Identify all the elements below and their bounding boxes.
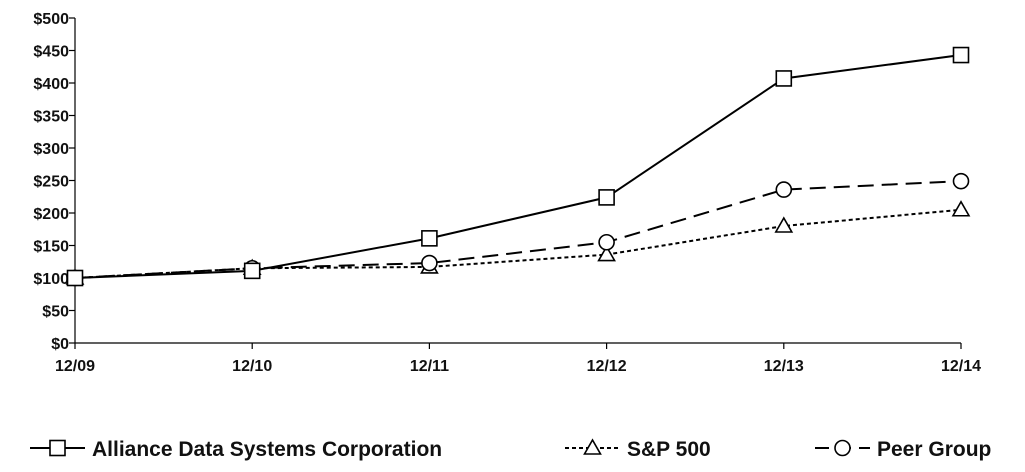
series-circle xyxy=(66,172,970,287)
data-point xyxy=(598,189,615,206)
data-point xyxy=(952,172,970,190)
y-tick-label: $150 xyxy=(33,239,69,256)
y-tick-label: $300 xyxy=(33,141,69,158)
series-layer xyxy=(65,46,971,287)
y-tick-label: $400 xyxy=(33,76,69,93)
y-tick-label: $450 xyxy=(33,44,69,61)
y-tick-label: $250 xyxy=(33,174,69,191)
legend-marker xyxy=(834,439,851,457)
data-point xyxy=(66,269,84,287)
series-square xyxy=(66,46,970,287)
legend-item: Alliance Data Systems Corporation xyxy=(30,438,442,461)
series-line xyxy=(74,208,962,279)
data-point xyxy=(951,200,971,217)
data-point xyxy=(243,262,261,280)
y-tick-label: $350 xyxy=(33,109,69,126)
data-point xyxy=(774,216,794,233)
y-tick-label: $50 xyxy=(42,304,69,321)
y-tick-label: $100 xyxy=(33,271,69,288)
x-tick-label: 12/13 xyxy=(764,358,804,375)
x-tick-label: 12/11 xyxy=(410,358,449,375)
data-point xyxy=(775,181,793,198)
legend: Alliance Data Systems Corporation S&P 500… xyxy=(30,438,991,461)
x-tick-label: 12/14 xyxy=(941,358,981,375)
legend-label: S&P 500 xyxy=(627,438,711,461)
series-line xyxy=(74,180,962,279)
data-point xyxy=(775,70,793,87)
legend-item: Peer Group xyxy=(815,438,991,461)
legend-label: Peer Group xyxy=(877,438,991,461)
series-line xyxy=(74,54,962,279)
axes: $0 $50 $100 $150 $200 $250 $300 $350 $400 $450 $50… xyxy=(33,11,981,375)
y-tick-label: $0 xyxy=(51,336,69,353)
data-point xyxy=(421,230,438,247)
y-tick-label: $200 xyxy=(33,206,69,223)
y-tick-label: $500 xyxy=(33,11,69,28)
legend-item: S&P 500 xyxy=(565,438,711,461)
x-tick-label: 12/10 xyxy=(232,358,272,375)
data-point xyxy=(598,233,615,251)
data-point xyxy=(597,244,616,262)
legend-marker xyxy=(49,439,66,457)
legend-marker xyxy=(583,438,602,455)
x-tick-label: 12/12 xyxy=(587,358,627,375)
data-point xyxy=(952,46,970,64)
x-tick-label: 12/09 xyxy=(55,358,95,375)
legend-label: Alliance Data Systems Corporation xyxy=(92,438,442,461)
data-point xyxy=(421,254,438,272)
